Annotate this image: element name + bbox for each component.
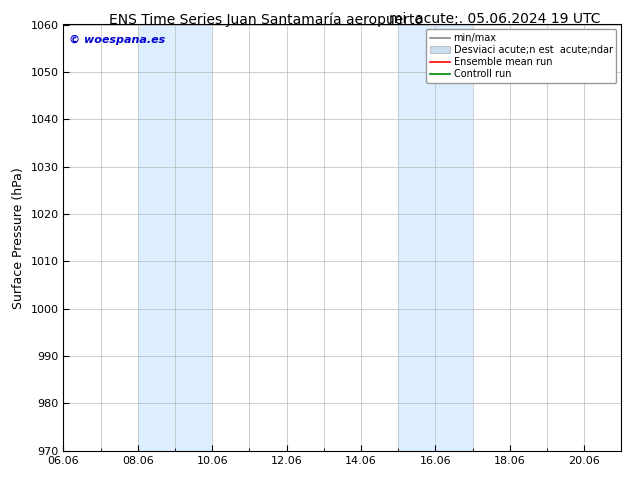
Legend: min/max, Desviaci acute;n est  acute;ndar, Ensemble mean run, Controll run: min/max, Desviaci acute;n est acute;ndar… — [426, 29, 616, 83]
Text: mi  acute;. 05.06.2024 19 UTC: mi acute;. 05.06.2024 19 UTC — [389, 12, 600, 26]
Text: ENS Time Series Juan Santamaría aeropuerto: ENS Time Series Juan Santamaría aeropuer… — [109, 12, 424, 27]
Bar — [138, 24, 212, 451]
Y-axis label: Surface Pressure (hPa): Surface Pressure (hPa) — [12, 167, 25, 309]
Text: © woespana.es: © woespana.es — [69, 35, 165, 45]
Bar — [398, 24, 472, 451]
